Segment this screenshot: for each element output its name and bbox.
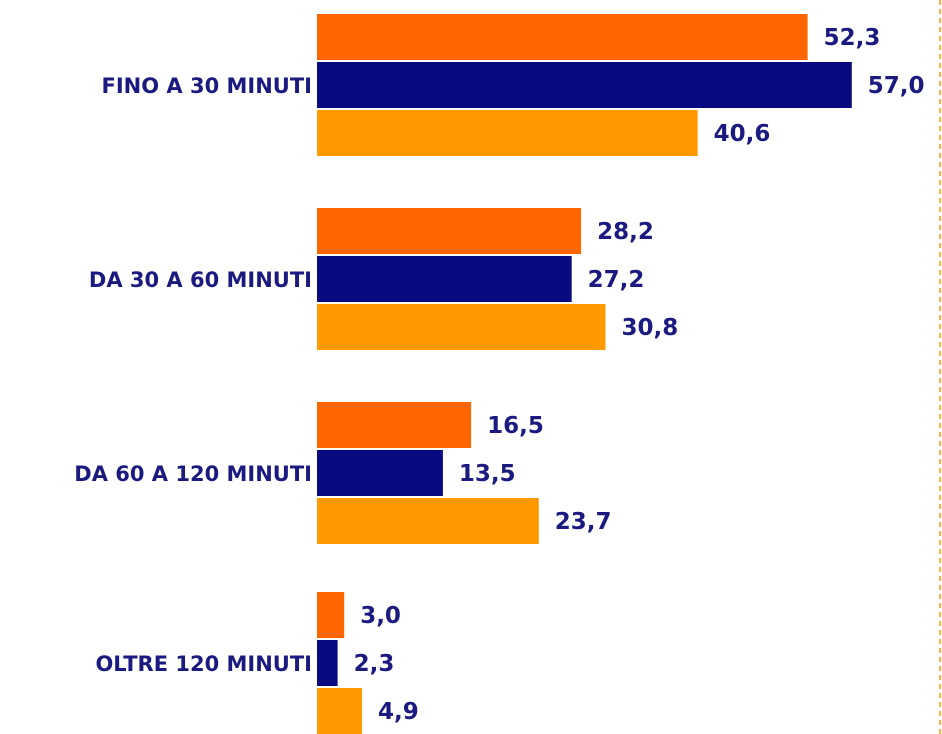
value-label-series1-cat4: 3,0 — [360, 603, 401, 629]
value-label-series2-cat2: 27,2 — [588, 267, 645, 293]
bar-series2-cat2 — [316, 256, 572, 302]
value-label-series3-cat3: 23,7 — [555, 509, 612, 535]
bar-series1-cat1 — [316, 14, 808, 60]
category-label-3: DA 60 A 120 MINUTI — [74, 462, 312, 486]
bar-series1-cat3 — [316, 402, 472, 448]
value-label-series2-cat1: 57,0 — [868, 73, 925, 99]
value-label-series3-cat2: 30,8 — [622, 315, 679, 341]
value-label-series1-cat3: 16,5 — [487, 413, 544, 439]
bar-series3-cat1 — [316, 110, 698, 156]
bar-series1-cat2 — [316, 208, 582, 254]
bar-series2-cat3 — [316, 450, 443, 496]
value-label-series1-cat2: 28,2 — [597, 219, 654, 245]
category-label-2: DA 30 A 60 MINUTI — [89, 268, 312, 292]
category-label-4: OLTRE 120 MINUTI — [95, 652, 312, 676]
value-label-series3-cat1: 40,6 — [714, 121, 771, 147]
category-label-1: FINO A 30 MINUTI — [102, 74, 312, 98]
value-label-series2-cat3: 13,5 — [459, 461, 516, 487]
bar-series3-cat2 — [316, 304, 606, 350]
bar-series2-cat1 — [316, 62, 852, 108]
category-labels-group: FINO A 30 MINUTI DA 30 A 60 MINUTI DA 60 A… — [74, 74, 312, 676]
bar-series2-cat4 — [316, 640, 338, 686]
bar-series3-cat3 — [316, 498, 539, 544]
value-label-series1-cat1: 52,3 — [824, 25, 881, 51]
value-label-series2-cat4: 2,3 — [354, 651, 395, 677]
value-label-series3-cat4: 4,9 — [378, 699, 419, 725]
bar-series1-cat4 — [316, 592, 345, 638]
bar-series3-cat4 — [316, 688, 363, 734]
bars-group — [316, 14, 852, 734]
value-labels-group: 52,3 28,2 16,5 3,0 57,0 27,2 13,5 2,3 40,6 30,8 23… — [354, 25, 925, 725]
